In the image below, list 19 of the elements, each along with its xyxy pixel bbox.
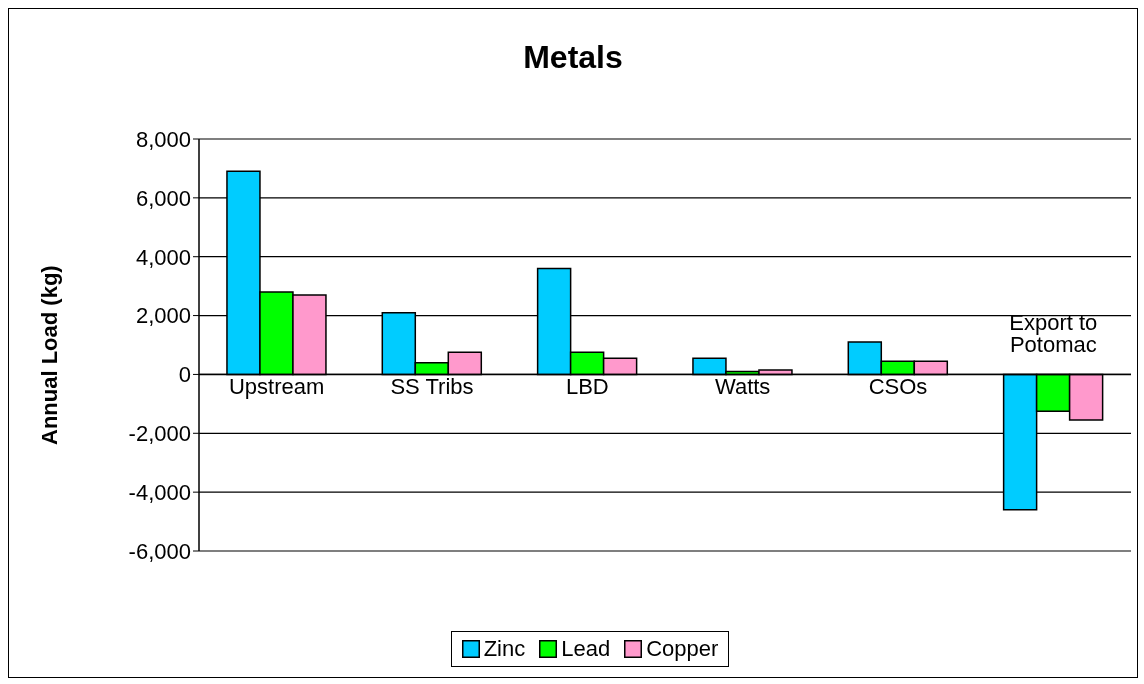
legend-label: Lead [560, 636, 611, 662]
x-tick-label: Export to Potomac [1009, 310, 1098, 358]
chart-title: Metals [522, 39, 624, 76]
x-tick-label: SS Tribs [390, 374, 474, 400]
legend-label: Copper [645, 636, 719, 662]
y-tick-label: -6,000 [128, 538, 191, 564]
x-tick-label: Upstream [228, 374, 325, 400]
y-tick-label: 8,000 [135, 126, 191, 152]
y-tick-label: -4,000 [128, 479, 191, 505]
y-tick-label: 2,000 [135, 303, 191, 329]
y-axis-title: Annual Load (kg) [36, 265, 62, 445]
x-tick-label: CSOs [868, 374, 928, 400]
x-tick-label: Watts [714, 374, 771, 400]
y-tick-label: -2,000 [128, 421, 191, 447]
y-tick-label: 4,000 [135, 244, 191, 270]
y-tick-label: 0 [178, 362, 191, 388]
x-tick-label: LBD [565, 374, 609, 400]
y-tick-label: 6,000 [135, 185, 191, 211]
legend-label: Zinc [482, 636, 526, 662]
